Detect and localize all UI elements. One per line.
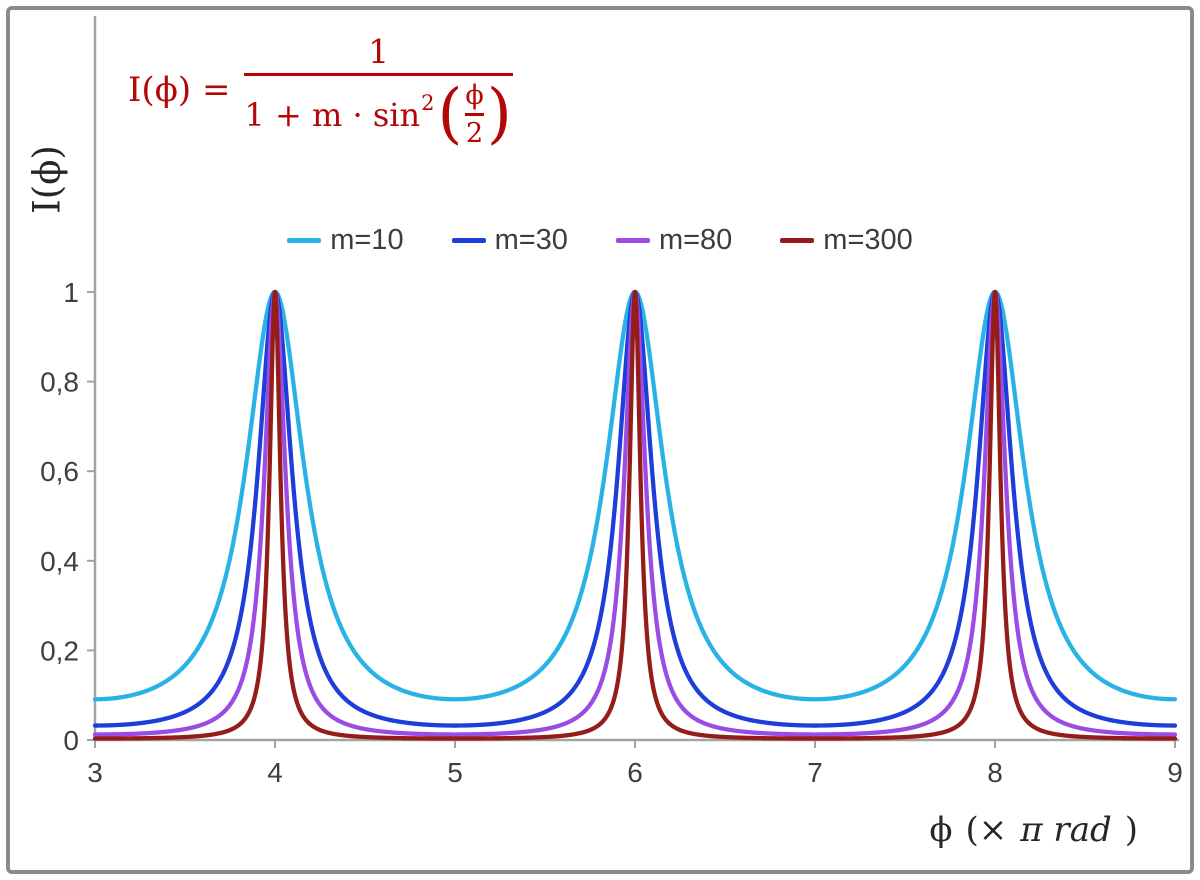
fraction-bar (244, 73, 513, 77)
formula-lhs: I(ϕ) = (128, 70, 231, 111)
formula-denominator: 1 + m · sin 2 ( ϕ 2 ) (244, 76, 512, 153)
x-tick-label: 9 (1167, 757, 1183, 788)
curve-m-30 (92, 289, 1178, 728)
y-tick-label: 0 (63, 725, 79, 756)
y-tick-label: 0,6 (40, 456, 79, 487)
legend-swatch (451, 238, 486, 243)
legend-label: m=10 (330, 224, 404, 256)
x-axis-close: ) (1124, 810, 1138, 850)
legend: m=10 m=30 m=80 m=300 (0, 224, 1200, 257)
inner-denominator: 2 (466, 117, 484, 149)
y-axis-title: I(ϕ) (25, 145, 69, 214)
legend-swatch (287, 238, 322, 243)
denominator-text: 1 + m · sin (244, 95, 421, 134)
curve-m-300 (92, 289, 1178, 741)
inner-numerator: ϕ (465, 80, 484, 112)
x-axis-title: ϕ (× π rad ) (929, 810, 1138, 850)
y-tick-label: 0,8 (40, 367, 79, 398)
denominator-exponent: 2 (421, 91, 435, 116)
legend-swatch (615, 238, 650, 243)
legend-item-m-10: m=10 (287, 224, 404, 257)
y-tick-label: 0,4 (40, 546, 79, 577)
x-tick-label: 8 (987, 757, 1003, 788)
x-tick-label: 4 (267, 757, 283, 788)
y-tick-label: 1 (63, 277, 79, 308)
open-paren: ( (437, 76, 463, 153)
x-tick-label: 6 (627, 757, 643, 788)
x-tick-label: 3 (87, 757, 103, 788)
x-axis-units: π rad (1020, 810, 1112, 850)
inner-fraction: ϕ 2 (465, 80, 484, 149)
close-paren: ) (486, 76, 512, 153)
formula-numerator: 1 (368, 32, 390, 71)
legend-swatch (780, 238, 815, 243)
legend-item-m-80: m=80 (615, 224, 733, 257)
formula-fraction: 1 1 + m · sin 2 ( ϕ 2 ) (244, 32, 513, 153)
legend-item-m-30: m=30 (451, 224, 568, 257)
x-tick-label: 7 (807, 757, 823, 788)
y-tick-label: 0,2 (40, 635, 79, 666)
legend-label: m=80 (658, 224, 733, 256)
curve-m-80 (92, 289, 1178, 737)
legend-label: m=30 (494, 224, 568, 256)
formula: I(ϕ) = 1 1 + m · sin 2 ( ϕ 2 ) (128, 32, 513, 153)
legend-label: m=300 (823, 224, 913, 256)
inner-fraction-bar (465, 113, 484, 116)
x-axis-open: (× (965, 810, 1008, 850)
legend-item-m-300: m=300 (780, 224, 913, 257)
x-axis-phi: ϕ (929, 810, 953, 850)
x-tick-label: 5 (447, 757, 463, 788)
